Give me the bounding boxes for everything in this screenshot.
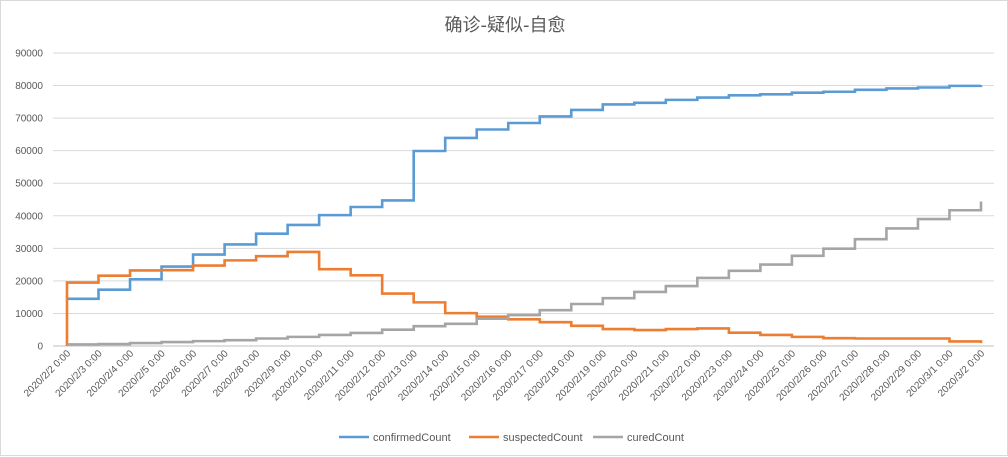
legend-label-confirmedCount: confirmedCount <box>373 432 451 444</box>
y-tick-label: 20000 <box>15 276 43 287</box>
legend-label-suspectedCount: suspectedCount <box>503 432 583 444</box>
y-tick-label: 80000 <box>15 81 43 92</box>
y-tick-label: 0 <box>37 342 43 353</box>
series-line-curedCount <box>67 201 983 346</box>
y-tick-label: 30000 <box>15 244 43 255</box>
y-tick-label: 60000 <box>15 146 43 157</box>
series-line-confirmedCount <box>67 84 983 301</box>
series-line-suspectedCount <box>65 250 983 346</box>
y-tick-label: 50000 <box>15 179 43 190</box>
y-tick-label: 10000 <box>15 309 43 320</box>
y-tick-label: 70000 <box>15 114 43 125</box>
legend-label-curedCount: curedCount <box>627 432 684 444</box>
y-tick-label: 90000 <box>15 49 43 60</box>
chart-title: 确诊-疑似-自愈 <box>444 15 566 36</box>
y-tick-label: 40000 <box>15 211 43 222</box>
